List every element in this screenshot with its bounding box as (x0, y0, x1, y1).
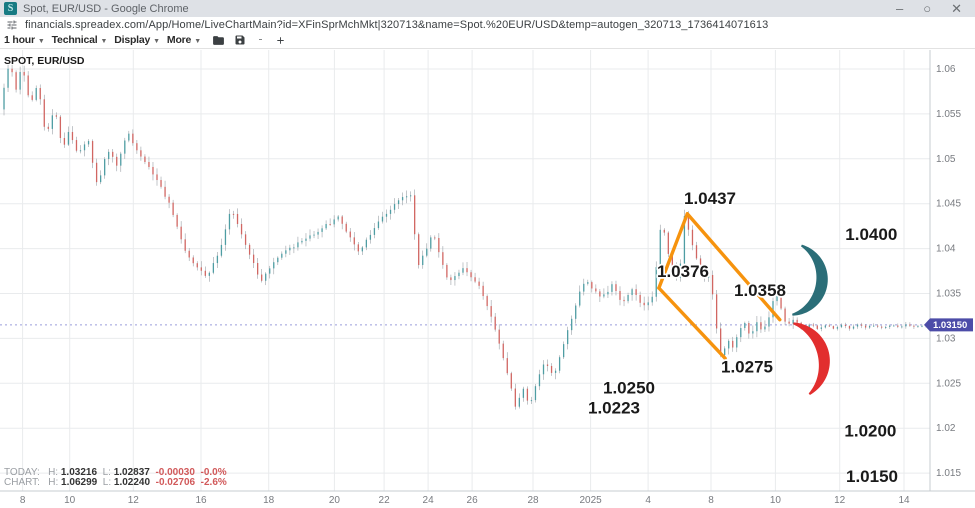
svg-text:1.03: 1.03 (936, 333, 956, 344)
svg-text:1.04: 1.04 (936, 244, 956, 255)
svg-text:1.0400: 1.0400 (845, 225, 897, 244)
svg-text:1.0223: 1.0223 (588, 399, 640, 418)
svg-text:1.0376: 1.0376 (657, 262, 709, 281)
svg-text:18: 18 (263, 495, 275, 506)
svg-text:1.0200: 1.0200 (844, 422, 896, 441)
svg-text:10: 10 (64, 495, 76, 506)
svg-text:10: 10 (770, 495, 782, 506)
svg-text:1.02: 1.02 (936, 423, 956, 434)
svg-text:1.055: 1.055 (936, 109, 961, 120)
svg-text:1.035: 1.035 (936, 289, 961, 300)
svg-text:1.03150: 1.03150 (933, 320, 967, 331)
svg-text:1.05: 1.05 (936, 154, 956, 165)
svg-text:24: 24 (423, 495, 435, 506)
svg-text:8: 8 (20, 495, 26, 506)
svg-text:1.06: 1.06 (936, 64, 956, 75)
svg-text:1.0437: 1.0437 (684, 189, 736, 208)
svg-text:16: 16 (195, 495, 207, 506)
svg-text:12: 12 (834, 495, 846, 506)
svg-text:14: 14 (898, 495, 910, 506)
svg-text:1.0250: 1.0250 (603, 379, 655, 398)
svg-text:20: 20 (329, 495, 341, 506)
svg-text:12: 12 (128, 495, 140, 506)
svg-text:8: 8 (708, 495, 714, 506)
svg-text:28: 28 (527, 495, 539, 506)
svg-text:SPOT, EUR/USD: SPOT, EUR/USD (4, 55, 85, 67)
svg-text:26: 26 (467, 495, 479, 506)
svg-text:1.025: 1.025 (936, 378, 961, 389)
svg-text:1.0358: 1.0358 (734, 281, 786, 300)
svg-text:2025: 2025 (579, 495, 602, 506)
svg-text:1.045: 1.045 (936, 199, 961, 210)
svg-text:1.0275: 1.0275 (721, 357, 773, 376)
svg-text:4: 4 (645, 495, 651, 506)
svg-text:22: 22 (379, 495, 391, 506)
